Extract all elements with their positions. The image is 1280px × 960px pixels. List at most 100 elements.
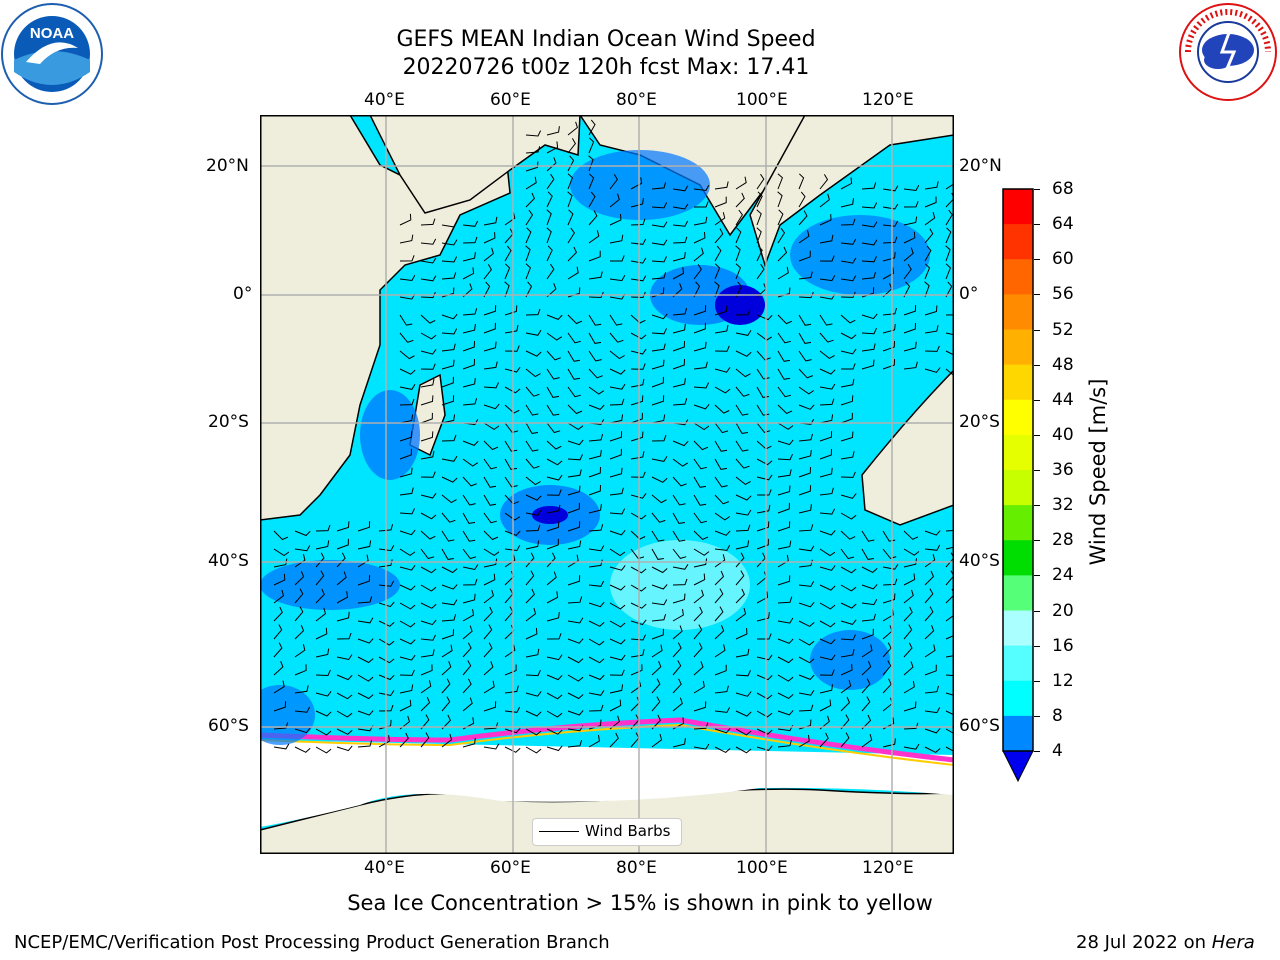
wind-barb [840, 471, 856, 478]
wind-barb [273, 642, 283, 658]
wind-barb [357, 740, 373, 748]
wind-barb [672, 458, 688, 467]
colorbar-tick-mark [1034, 294, 1040, 296]
wind-barb [462, 737, 476, 748]
wind-barb [840, 275, 857, 282]
wind-barb [588, 137, 595, 154]
wind-barb [903, 624, 913, 640]
wind-barb [777, 368, 791, 380]
lon-label-bottom-120: 120°E [862, 858, 914, 878]
colorbar-tick: 52 [1052, 319, 1074, 340]
wind-barb [525, 588, 535, 604]
colorbar-tick-mark [1034, 645, 1040, 647]
wind-barb [924, 606, 934, 622]
wind-barb [315, 746, 332, 754]
wind-barb [336, 654, 353, 661]
wind-barb [441, 696, 451, 712]
wind-barb [819, 584, 836, 591]
wind-barb [840, 348, 857, 355]
wind-barb [441, 476, 458, 483]
wind-barb [672, 203, 689, 210]
wind-barb [609, 368, 626, 375]
wind-barb [315, 607, 327, 622]
wind-barb [903, 216, 918, 226]
wind-barb [735, 588, 745, 604]
wind-barb [588, 173, 595, 190]
wind-barb [546, 404, 560, 416]
wind-barb [630, 493, 647, 499]
wind-barb [735, 570, 745, 586]
wind-barb [693, 458, 707, 470]
wind-barb [441, 313, 458, 320]
wind-barb [315, 669, 331, 677]
wind-barb [882, 530, 896, 542]
colorbar-tick-mark [1034, 575, 1040, 577]
wind-barb [861, 530, 875, 542]
wind-barb [483, 624, 493, 640]
wind-barb [483, 422, 500, 431]
wind-barb [588, 191, 596, 208]
wind-barb [441, 221, 458, 228]
wind-barb [651, 530, 665, 542]
wind-barb [399, 332, 414, 343]
wind-barb [483, 440, 499, 451]
wind-barb [336, 632, 352, 640]
wind-barb [903, 247, 914, 262]
wind-barb [840, 566, 857, 574]
wind-barb [861, 678, 871, 694]
wind-barb [945, 209, 953, 226]
wind-barb [651, 494, 667, 504]
wind-barb [567, 521, 581, 532]
wind-barb [357, 540, 372, 550]
wind-barb [462, 267, 475, 280]
wind-barb [777, 638, 794, 644]
wind-barb [798, 291, 814, 299]
wind-barb [924, 345, 940, 352]
colorbar-tick-mark [1034, 751, 1040, 752]
wind-barb [441, 359, 455, 370]
wind-barb [630, 238, 647, 245]
wind-barb [588, 601, 605, 608]
wind-barb [483, 341, 497, 352]
wind-barb [798, 601, 815, 608]
wind-barb [546, 350, 561, 361]
wind-barb [441, 530, 455, 542]
wind-barb [315, 710, 332, 717]
wind-barb [630, 634, 647, 641]
wind-barb [567, 710, 584, 716]
wind-barb [294, 570, 305, 586]
wind-barb [546, 571, 557, 586]
wind-barb [504, 305, 518, 316]
wind-barb [840, 378, 855, 388]
wind-barb [462, 236, 478, 244]
lon-label-bottom-100: 100°E [736, 858, 788, 878]
wind-barb [693, 231, 706, 244]
wind-barb [483, 743, 500, 750]
wind-barb [672, 398, 688, 406]
wind-barb [798, 449, 812, 460]
wind-barb [525, 494, 542, 501]
wind-barb [777, 404, 793, 414]
wind-barb [588, 350, 602, 362]
wind-barb [525, 308, 541, 316]
wind-barb [924, 367, 941, 373]
wind-barb [630, 602, 647, 609]
wind-barb [567, 332, 581, 344]
wind-barb [672, 625, 683, 640]
wind-barb [441, 287, 455, 298]
footer-date: 28 Jul 2022 on Hera [1076, 932, 1255, 953]
wind-barb [609, 234, 624, 244]
wind-barb [840, 679, 852, 694]
wind-barb [273, 558, 288, 568]
wind-barb [546, 611, 560, 622]
wind-barb [567, 386, 581, 398]
wind-barb [777, 502, 790, 514]
wind-barb [420, 412, 433, 424]
wind-barb [609, 193, 620, 208]
wind-barb [735, 458, 750, 469]
lat-label-left-40s: 40°S [208, 551, 249, 571]
wind-barb [819, 684, 833, 694]
wind-barb [672, 323, 686, 334]
wind-barb [903, 305, 917, 316]
wind-barb [294, 746, 311, 753]
